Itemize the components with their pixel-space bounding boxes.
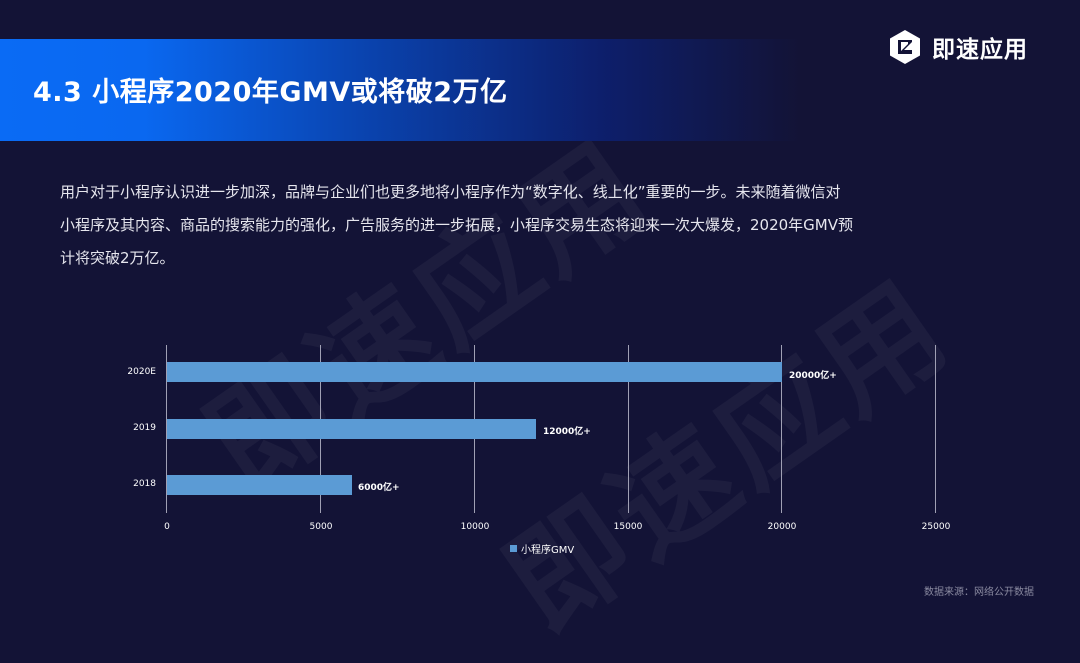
x-tick-label: 0 [164,522,170,532]
description-line: 小程序及其内容、商品的搜索能力的强化，广告服务的进一步拓展，小程序交易生态将迎来… [60,216,854,234]
brand-logo-group: 即速应用 [888,29,1028,65]
data-label: 12000亿+ [543,427,591,437]
x-tick-label: 25000 [921,522,951,532]
gridline [935,345,936,513]
description-line: 计将突破2万亿。 [60,249,175,267]
bar-2018 [167,475,352,495]
gridline [166,345,167,513]
description-line: 用户对于小程序认识进一步加深，品牌与企业们也更多地将小程序作为“数字化、线上化”… [60,183,841,201]
hexagon-z-logo-icon [890,30,920,64]
gmv-bar-chart: 2020E 2019 2018 20000亿+ 12000亿+ 6000亿+ 0… [127,345,951,556]
x-tick-label: 15000 [613,522,643,532]
data-label: 6000亿+ [358,483,400,493]
description: 用户对于小程序认识进一步加深，品牌与企业们也更多地将小程序作为“数字化、线上化”… [60,176,1040,275]
x-tick-label: 10000 [460,522,490,532]
legend-swatch-icon [510,545,517,552]
brand-name: 即速应用 [932,37,1028,63]
legend-label: 小程序GMV [521,545,575,556]
page-title: 4.3 小程序2020年GMV或将破2万亿 [33,77,508,108]
gridline [781,345,782,513]
data-label: 20000亿+ [789,371,837,381]
x-tick-label: 5000 [309,522,333,532]
gridline [628,345,629,513]
x-tick-label: 20000 [767,522,797,532]
category-label: 2020E [127,367,156,377]
bar-2020e [167,362,782,382]
data-source-note: 数据来源：网络公开数据 [924,587,1034,598]
title-banner [0,39,800,141]
chart-legend: 小程序GMV [510,541,574,556]
bar-2019 [167,419,536,439]
category-label: 2019 [133,423,156,433]
category-label: 2018 [133,479,156,489]
